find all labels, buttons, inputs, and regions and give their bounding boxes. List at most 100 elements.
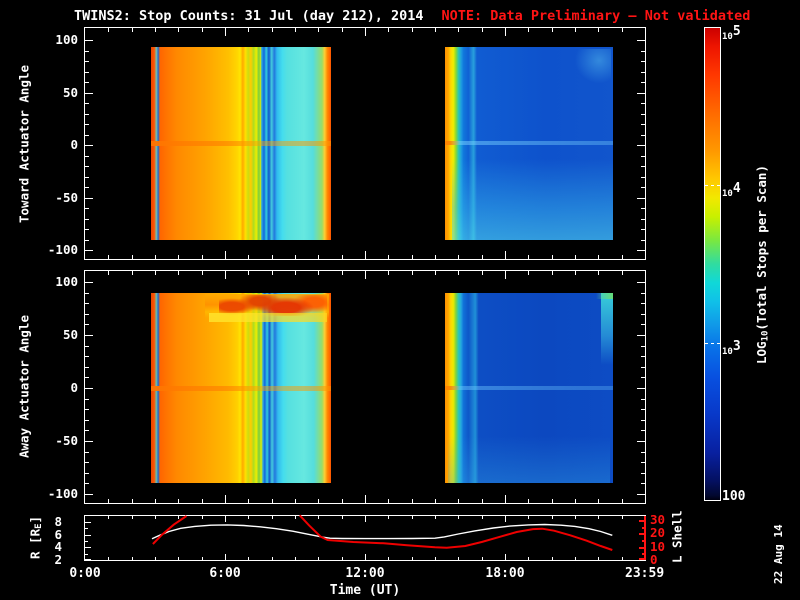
x-tick	[505, 495, 506, 503]
x-tick	[528, 28, 530, 32]
colorbar-bottom-label: 100	[722, 489, 746, 504]
x-tick	[621, 557, 623, 560]
y-tick	[85, 430, 89, 432]
x-tick	[411, 499, 413, 503]
x-tick	[551, 28, 553, 32]
x-tick	[271, 271, 273, 275]
y-tick	[85, 155, 89, 157]
x-tick	[528, 255, 530, 259]
y-tick	[641, 366, 645, 368]
r-tick-label: 2	[54, 552, 62, 567]
y-tick	[641, 377, 645, 379]
x-tick	[575, 271, 576, 275]
x-tick	[108, 557, 110, 560]
x-tick	[365, 516, 366, 522]
y-tick	[85, 103, 89, 104]
toward-axis-title-text: Toward Actuator Angle	[16, 64, 32, 223]
r-axis-title: R [RE]	[27, 510, 44, 564]
x-tick	[365, 554, 366, 560]
y-tick	[641, 166, 645, 167]
x-tick	[108, 271, 110, 275]
x-tick	[505, 28, 506, 36]
r-tick	[85, 541, 88, 542]
y-tick	[637, 441, 645, 442]
preliminary-note: NOTE: Data Preliminary — Not validated	[441, 8, 751, 24]
y-tick-label: 50	[62, 327, 78, 342]
x-tick	[505, 271, 506, 279]
x-tick	[411, 557, 413, 560]
x-tick	[435, 271, 436, 275]
y-tick-label: 0	[70, 137, 78, 152]
y-tick	[85, 292, 89, 294]
x-tick	[178, 516, 180, 519]
l-tick-label: 30	[650, 512, 666, 527]
x-tick	[598, 557, 600, 560]
x-tick	[505, 554, 506, 560]
y-tick	[637, 282, 645, 283]
y-tick-label: -100	[47, 486, 78, 501]
colorbar-frame	[704, 27, 721, 501]
y-tick	[637, 335, 645, 336]
y-tick	[641, 292, 645, 294]
y-tick	[637, 40, 645, 41]
y-tick	[85, 388, 93, 389]
spectrogram-feature	[445, 141, 614, 146]
x-tick	[528, 499, 530, 503]
x-tick	[225, 554, 226, 560]
l-tick	[639, 520, 645, 522]
x-tick	[155, 516, 156, 519]
y-tick	[641, 398, 645, 400]
x-tick	[598, 516, 600, 519]
y-tick-label: -100	[47, 242, 78, 257]
x-tick	[248, 516, 250, 519]
x-tick	[458, 557, 460, 560]
x-tick	[458, 516, 460, 519]
l-tick	[639, 533, 645, 536]
x-tick	[435, 557, 436, 560]
y-tick	[641, 61, 645, 62]
y-tick	[85, 145, 93, 146]
r-tick-label: 4	[54, 539, 62, 555]
y-tick	[85, 494, 93, 495]
colorbar-tick-label: 103	[722, 338, 741, 357]
y-tick	[637, 494, 645, 495]
y-tick	[85, 335, 93, 336]
x-tick	[108, 255, 110, 259]
y-tick	[641, 176, 645, 178]
y-tick	[641, 187, 645, 188]
x-tick	[201, 499, 203, 503]
y-tick	[85, 345, 89, 347]
x-tick	[435, 28, 436, 32]
x-tick	[201, 28, 203, 32]
y-tick	[641, 50, 645, 52]
y-tick	[641, 303, 645, 305]
y-tick	[85, 176, 89, 178]
x-tick	[295, 28, 296, 32]
x-tick	[155, 28, 156, 32]
y-tick	[641, 82, 645, 83]
y-tick	[85, 71, 89, 73]
y-tick	[85, 303, 89, 305]
y-tick	[641, 218, 645, 220]
y-tick	[641, 472, 645, 474]
y-tick-label: 50	[62, 84, 78, 100]
x-tick	[201, 271, 203, 275]
x-tick	[435, 516, 436, 519]
y-tick	[85, 462, 89, 464]
y-tick	[641, 313, 645, 315]
x-tick	[388, 499, 390, 503]
x-tick	[295, 499, 296, 503]
y-tick	[85, 398, 89, 400]
y-tick	[85, 483, 89, 485]
x-tick	[598, 271, 600, 275]
y-tick	[641, 451, 645, 453]
colorbar-tick-label: 105	[722, 24, 741, 42]
x-tick	[295, 271, 296, 275]
y-tick	[85, 324, 89, 326]
x-tick	[178, 255, 180, 259]
y-tick	[85, 113, 89, 115]
y-tick-label: -50	[55, 433, 78, 448]
x-tick	[131, 499, 133, 503]
y-tick	[85, 124, 89, 125]
l-tick	[639, 546, 645, 549]
